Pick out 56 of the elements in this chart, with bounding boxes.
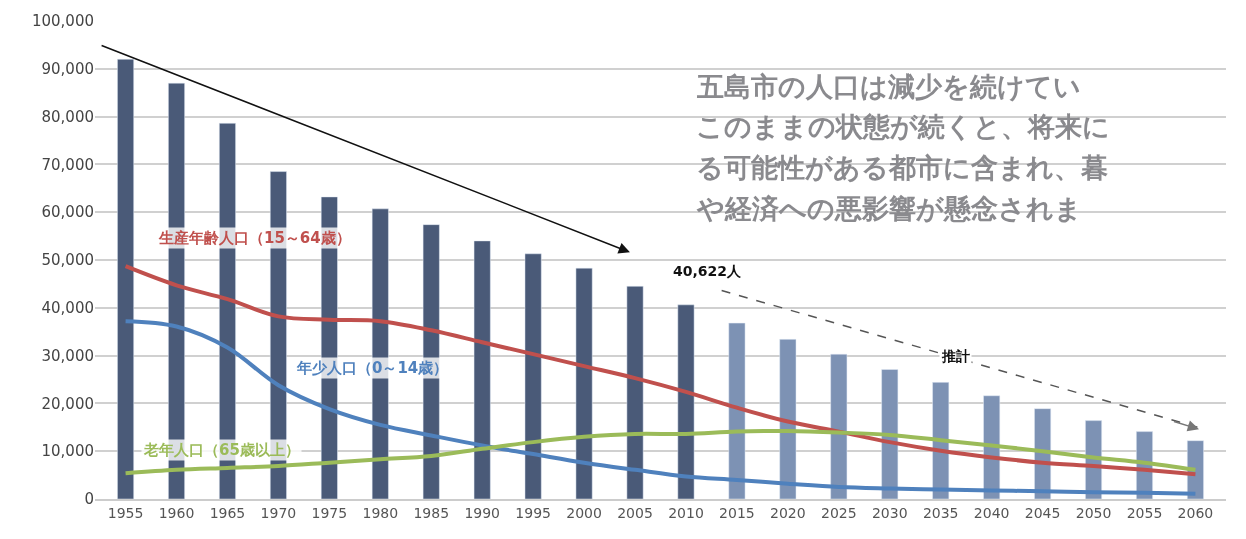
x-tick-label: 1995 [515,504,551,521]
x-tick-label: 2030 [871,504,908,521]
bar [881,369,899,499]
x-tick-label: 2005 [617,504,653,521]
y-tick-label: 40,000 [41,299,94,318]
y-tick-label: 10,000 [41,442,94,461]
line-series [123,319,1198,496]
x-tick-label: 2015 [719,504,755,521]
x-tick-label: 2040 [973,504,1010,521]
y-tick-label: 90,000 [41,60,94,79]
x-tick-label: 1985 [413,504,450,521]
bar [932,382,950,499]
bar [626,286,644,499]
bar [830,353,848,499]
y-tick-label: 80,000 [41,107,94,126]
bar [117,58,134,499]
x-tick-label: 2050 [1075,504,1112,521]
y-tick-label: 20,000 [41,394,94,413]
bar [575,267,593,499]
x-tick-label: 2045 [1024,504,1061,521]
series-label: 老年人口（65歳以上） [143,441,300,459]
x-tick-label: 2025 [820,504,857,521]
text: 生産年齢人口（15～64歳） [158,229,351,247]
bar [524,253,542,499]
y-tick-label: 0 [84,490,94,509]
bar [779,339,797,499]
series-label: 年少人口（0～14歳） [296,359,449,377]
bar [473,240,491,499]
x-tick-label: 1970 [260,504,297,521]
y-tick-label: 70,000 [41,155,94,174]
x-tick-label: 2010 [668,504,704,521]
annotation: 五島市の人口は減少を続けてい [696,71,1081,102]
x-tick-label: 1975 [311,504,348,521]
x-tick-label: 2055 [1126,504,1163,521]
annotation: る可能性がある都市に含まれ、暮 [696,152,1108,183]
annotation: 40,622人 [673,263,743,279]
x-tick-label: 2000 [566,504,602,521]
x-tick-label: 1980 [362,504,399,521]
y-tick-label: 100,000 [31,12,94,31]
x-tick-label: 1955 [107,504,144,521]
x-tick-label: 2020 [770,504,806,521]
line-series [123,264,1198,477]
x-tick-label: 1965 [209,504,246,521]
annotation: このままの状態が続くと、将来に [696,111,1110,142]
y-tick-label: 60,000 [41,203,94,222]
annotation: 推計 [941,348,970,364]
x-tick-label: 2060 [1177,504,1214,521]
y-tick-label: 30,000 [41,346,94,365]
annotation: や経済への悪影響が懸念されま [696,193,1082,224]
x-tick-label: 1990 [464,504,501,521]
y-tick-label: 50,000 [41,251,94,270]
line-series [123,429,1198,476]
x-tick-label: 1960 [158,504,195,521]
x-tick-label: 2035 [922,504,959,521]
bar [677,304,695,499]
bar [728,322,746,499]
